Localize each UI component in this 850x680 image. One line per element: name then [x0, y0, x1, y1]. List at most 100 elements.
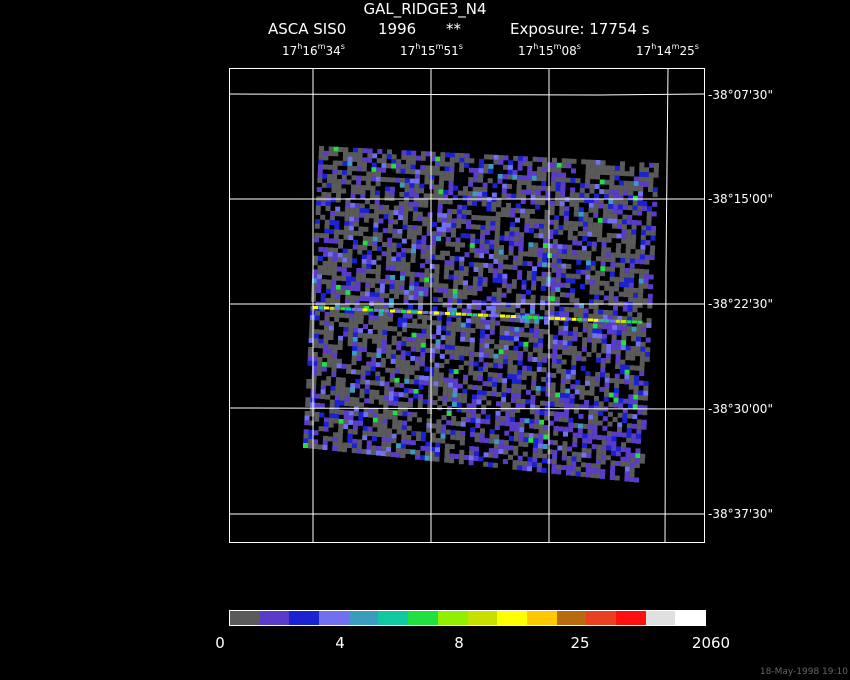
image-pixel — [436, 316, 442, 321]
image-pixel — [482, 187, 488, 193]
image-pixel — [501, 292, 507, 298]
image-pixel — [539, 223, 544, 229]
image-pixel — [372, 232, 378, 238]
image-pixel — [372, 338, 378, 344]
image-pixel — [643, 283, 649, 289]
image-pixel — [485, 319, 491, 325]
image-pixel — [500, 401, 506, 407]
image-pixel — [542, 444, 548, 449]
image-pixel — [634, 375, 640, 381]
image-pixel — [517, 360, 523, 366]
image-pixel — [358, 314, 364, 320]
image-pixel — [554, 296, 560, 302]
image-pixel — [367, 431, 373, 437]
image-pixel — [530, 404, 536, 410]
image-pixel — [447, 293, 453, 299]
image-pixel — [457, 393, 463, 398]
image-pixel — [334, 224, 340, 230]
image-pixel — [316, 366, 322, 372]
image-pixel — [598, 203, 604, 209]
image-pixel — [499, 325, 505, 331]
image-pixel — [505, 314, 511, 318]
image-pixel — [466, 304, 472, 310]
image-pixel — [534, 223, 540, 229]
image-pixel — [514, 231, 520, 237]
image-pixel — [362, 435, 368, 441]
image-pixel — [436, 231, 442, 237]
image-pixel — [567, 340, 573, 346]
image-pixel — [500, 212, 506, 217]
image-pixel — [350, 387, 355, 393]
image-pixel — [448, 382, 454, 388]
image-pixel — [586, 241, 592, 247]
image-pixel — [370, 380, 375, 386]
image-pixel — [332, 266, 337, 272]
image-pixel — [391, 159, 397, 164]
image-pixel — [420, 342, 426, 348]
image-pixel — [407, 411, 413, 417]
image-pixel — [328, 422, 334, 428]
image-pixel — [545, 295, 551, 301]
image-pixel — [476, 300, 482, 306]
image-pixel — [394, 289, 400, 295]
image-pixel — [594, 193, 600, 199]
image-pixel — [359, 388, 365, 394]
image-pixel — [479, 239, 485, 245]
image-pixel — [336, 275, 342, 281]
image-pixel — [600, 266, 606, 272]
image-pixel — [537, 157, 543, 163]
image-pixel — [430, 249, 436, 255]
image-pixel — [397, 229, 403, 234]
image-pixel — [628, 181, 634, 187]
image-pixel — [510, 317, 515, 322]
image-pixel — [403, 402, 408, 407]
image-pixel — [336, 179, 342, 185]
image-pixel — [381, 446, 387, 452]
image-pixel — [582, 337, 588, 343]
image-pixel — [644, 167, 650, 173]
image-pixel — [571, 365, 577, 371]
image-pixel — [587, 438, 593, 444]
image-pixel — [386, 433, 392, 439]
image-pixel — [502, 378, 508, 384]
image-pixel — [437, 208, 443, 214]
image-pixel — [632, 414, 638, 420]
image-pixel — [411, 239, 417, 245]
image-pixel — [344, 225, 349, 231]
image-pixel — [319, 146, 324, 151]
image-pixel — [637, 409, 643, 415]
image-pixel — [541, 271, 547, 277]
image-pixel — [336, 266, 342, 272]
colorbar-segment — [378, 611, 409, 625]
image-pixel — [621, 442, 627, 448]
image-pixel — [352, 429, 358, 435]
image-pixel — [333, 151, 339, 157]
image-pixel — [353, 230, 359, 236]
image-pixel — [358, 411, 364, 417]
image-pixel — [432, 306, 438, 312]
image-pixel — [609, 286, 615, 292]
image-pixel — [561, 359, 567, 365]
image-pixel — [581, 255, 587, 261]
image-pixel — [607, 213, 613, 219]
image-pixel — [514, 331, 520, 337]
image-pixel — [456, 317, 462, 323]
image-pixel — [456, 223, 462, 229]
image-pixel — [617, 422, 623, 428]
image-pixel — [648, 177, 654, 183]
image-pixel — [366, 259, 372, 265]
image-pixel — [360, 370, 366, 376]
image-pixel — [515, 312, 521, 318]
image-pixel — [591, 342, 597, 348]
image-pixel — [379, 381, 385, 387]
image-pixel — [462, 294, 468, 300]
image-pixel — [343, 414, 349, 420]
image-pixel — [557, 344, 563, 350]
image-pixel — [382, 418, 388, 424]
image-pixel — [527, 315, 533, 319]
image-pixel — [618, 190, 624, 196]
image-pixel — [574, 389, 580, 395]
image-pixel — [630, 346, 636, 351]
image-pixel — [567, 331, 573, 337]
image-pixel — [589, 284, 595, 290]
